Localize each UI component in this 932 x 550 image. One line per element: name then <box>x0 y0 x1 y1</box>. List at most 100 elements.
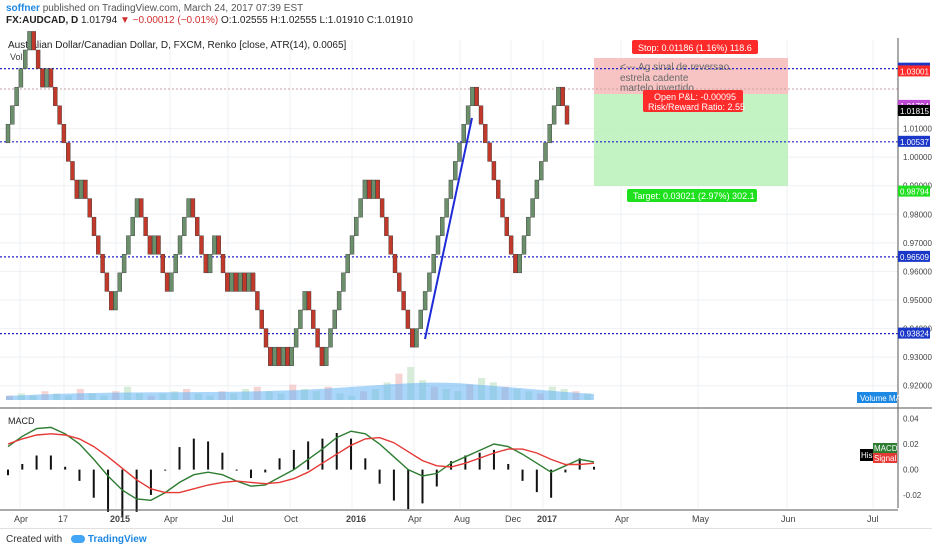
macd-hist-bar <box>207 441 210 470</box>
macd-hist-bar <box>521 469 524 481</box>
time-tick-label: 2015 <box>110 514 130 524</box>
target-label: Target: 0.03021 (2.97%) 302.1 <box>633 191 755 201</box>
renko-brick <box>470 86 475 106</box>
chart-title: Australian Dollar/Canadian Dollar, D, FX… <box>8 40 347 51</box>
macd-hist-bar <box>335 432 338 470</box>
renko-brick <box>483 124 488 144</box>
stop-label-box[interactable]: Stop: 0.01186 (1.16%) 118.6 <box>632 40 758 54</box>
price-tag-label: 0.96509 <box>900 253 929 262</box>
renko-brick <box>547 124 552 144</box>
renko-brick <box>70 161 75 181</box>
renko-brick <box>250 272 256 292</box>
price-tick-label: 0.92000 <box>903 382 932 391</box>
renko-brick <box>44 68 49 88</box>
position-zones[interactable] <box>594 58 788 186</box>
tradingview-logo-icon <box>70 535 85 543</box>
macd-hist-bar <box>92 469 95 498</box>
target-label-box[interactable]: Target: 0.03021 (2.97%) 302.1 <box>627 189 757 202</box>
renko-brick <box>216 235 221 255</box>
macd-hist-bar <box>135 469 138 512</box>
macd-hist-bar <box>321 438 324 470</box>
annotation-line-3: martelo invertido <box>620 83 694 94</box>
renko-brick <box>461 124 466 144</box>
renko-brick <box>371 179 376 199</box>
price-change: −0.00012 (−0.01%) <box>132 15 219 26</box>
high-value: H:1.02555 <box>270 15 317 26</box>
macd-label: MACD <box>8 416 35 426</box>
time-tick-label: Dec <box>505 514 522 524</box>
renko-brick <box>246 272 252 292</box>
macd-hist-bar <box>164 469 167 471</box>
renko-brick <box>379 198 385 218</box>
renko-brick <box>517 254 522 274</box>
macd-pane <box>7 426 595 518</box>
symbol[interactable]: FX:AUDCAD, D <box>6 15 79 26</box>
macd-hist-bar <box>535 469 538 493</box>
stop-zone[interactable] <box>594 58 788 94</box>
macd-tick-label: -0.02 <box>903 491 922 500</box>
renko-brick <box>233 272 239 292</box>
price-tag-label: 1.01815 <box>900 107 929 116</box>
renko-brick <box>14 86 19 106</box>
price-tag-label: 0.98794 <box>900 188 929 197</box>
renko-brick <box>65 142 71 162</box>
renko-brick <box>272 346 277 366</box>
tradingview-brand[interactable]: TradingView <box>87 534 147 545</box>
renko-brick <box>53 86 58 106</box>
price-tick-label: 0.95000 <box>903 296 932 305</box>
renko-brick <box>508 235 514 255</box>
renko-brick <box>143 216 148 236</box>
renko-brick <box>40 68 45 88</box>
renko-brick <box>397 272 402 292</box>
price-tag-label: 1.03001 <box>900 67 929 76</box>
price-tick-label: 0.93000 <box>903 353 932 362</box>
renko-brick <box>207 254 213 274</box>
macd-hist-bar <box>21 463 24 470</box>
renko-brick <box>324 346 329 366</box>
time-tick-label: Jul <box>222 514 234 524</box>
macd-hist-bar <box>392 469 395 501</box>
macd-hist-bar <box>192 438 195 470</box>
renko-brick <box>392 254 398 274</box>
renko-brick <box>521 235 527 255</box>
macd-hist-bar <box>107 469 110 512</box>
pnl-label: Open P&L: -0.00095 <box>654 92 736 102</box>
renko-brick <box>182 216 187 236</box>
price-tag <box>898 105 930 116</box>
macd-hist-bar <box>264 469 267 473</box>
macd-hist-bar <box>364 458 367 470</box>
author-name[interactable]: soffner <box>6 3 40 14</box>
renko-brick <box>440 216 445 236</box>
renko-brick <box>500 198 505 218</box>
renko-brick <box>186 198 191 218</box>
volume-label: Vol <box>10 52 23 62</box>
renko-brick <box>177 235 183 255</box>
macd-hist-bar <box>507 463 510 470</box>
chart-canvas[interactable]: Australian Dollar/Canadian Dollar, D, FX… <box>0 28 932 528</box>
macd-hist-bar <box>35 455 38 470</box>
renko-brick <box>108 291 114 311</box>
open-value: O:1.02555 <box>221 15 268 26</box>
price-tag-label: 0.93824 <box>900 330 929 339</box>
renko-brick <box>263 328 269 348</box>
renko-brick <box>311 309 316 329</box>
renko-brick <box>491 161 497 181</box>
pnl-box[interactable]: Open P&L: -0.00095 Risk/Reward Ratio: 2.… <box>643 90 745 112</box>
price-tick-label: 1.01000 <box>903 125 932 134</box>
annotation-note[interactable]: <--- Ag sinal de reversao. estrela caden… <box>620 62 732 94</box>
trend-line[interactable] <box>424 117 473 340</box>
renko-brick <box>328 328 333 348</box>
renko-brick <box>457 142 462 162</box>
macd-hist-bar <box>435 469 438 487</box>
renko-brick <box>504 216 509 236</box>
renko-brick <box>358 198 363 218</box>
close-value: C:1.01910 <box>366 15 413 26</box>
renko-brick <box>199 235 204 255</box>
renko-brick <box>285 346 290 366</box>
renko-brick <box>220 254 226 274</box>
time-tick-label: May <box>692 514 710 524</box>
annotation-line-1: <--- Ag sinal de reversao. <box>620 62 732 73</box>
time-axis[interactable]: Apr 17 2015 Apr Jul Oct 2016 Apr Aug Dec 2017 Apr Ma… <box>0 509 898 524</box>
renko-brick <box>543 142 548 162</box>
renko-brick <box>268 346 273 366</box>
